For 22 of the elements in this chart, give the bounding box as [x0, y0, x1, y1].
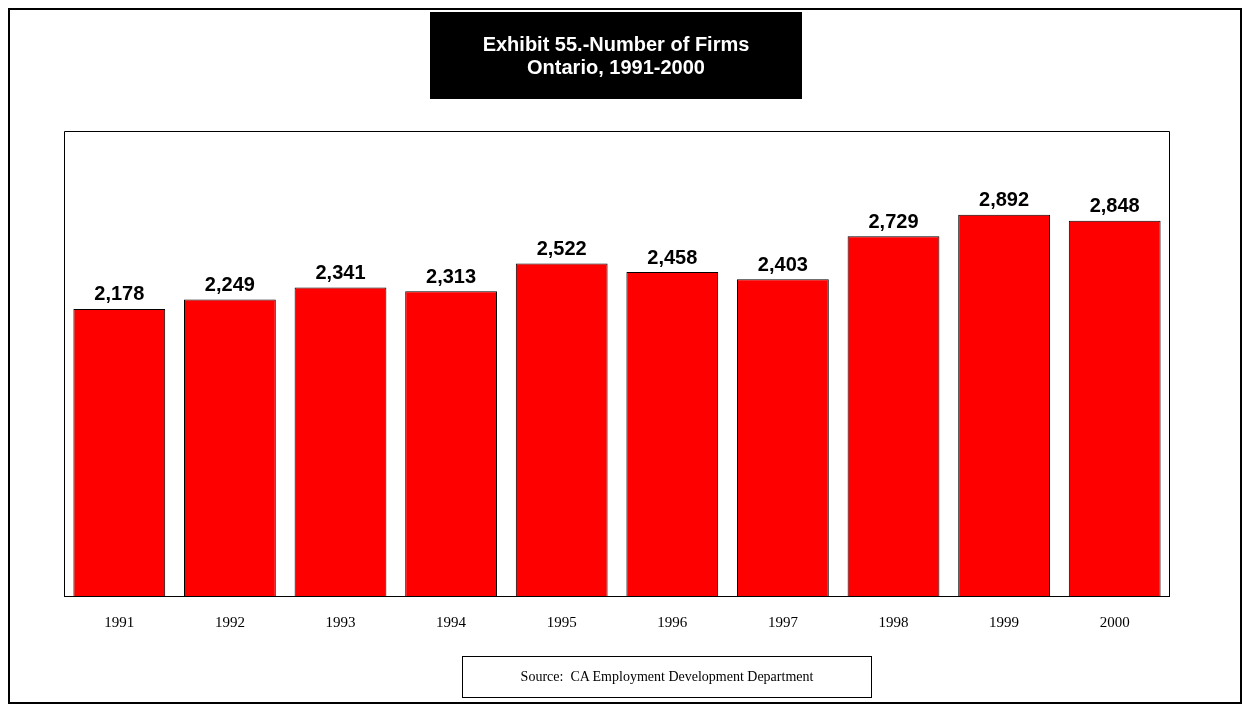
data-label: 2,848 — [1089, 194, 1140, 217]
x-tick-label: 1998 — [878, 613, 909, 630]
x-tick-label: 1992 — [214, 613, 245, 630]
data-label: 2,729 — [868, 209, 919, 232]
data-label: 2,458 — [647, 245, 698, 268]
x-tick-label: 1997 — [767, 613, 799, 630]
x-tick-label: 1994 — [436, 613, 467, 630]
data-label: 2,522 — [536, 237, 587, 260]
data-label: 2,341 — [315, 260, 366, 283]
x-tick-label: 1999 — [989, 613, 1020, 630]
x-tick-label: 1993 — [325, 613, 356, 630]
x-tick-label: 1991 — [104, 613, 135, 630]
x-tick-label: 1996 — [657, 613, 688, 630]
data-label: 2,313 — [426, 264, 477, 287]
data-label: 2,178 — [94, 282, 145, 305]
chart-title: Exhibit 55.-Number of Firms Ontario, 1991-2000 — [481, 32, 751, 79]
data-label: 2,892 — [979, 188, 1030, 211]
x-tick-label: 2000 — [1099, 613, 1130, 630]
data-label: 2,249 — [204, 273, 255, 296]
data-label: 2,403 — [757, 252, 808, 275]
source-note: Source: CA Employment Development Department — [462, 656, 872, 698]
x-tick-label: 1995 — [546, 613, 577, 630]
